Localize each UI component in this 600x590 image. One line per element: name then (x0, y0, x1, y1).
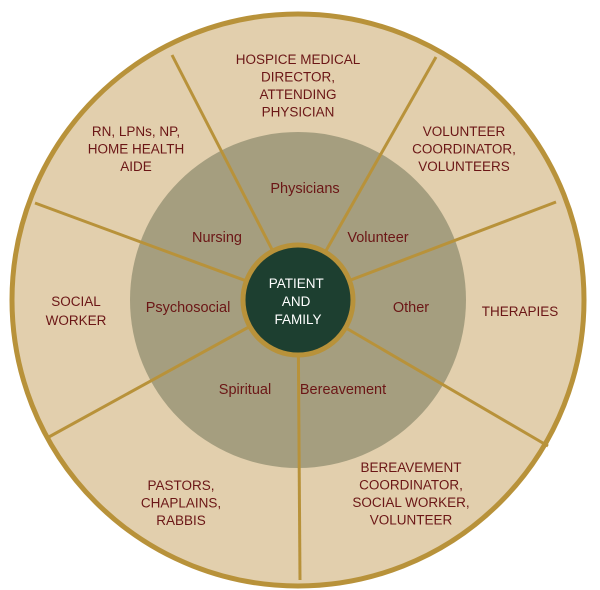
outer-segment-label-line: SOCIAL WORKER, (352, 495, 469, 510)
outer-segment-label-line: VOLUNTEERS (418, 159, 510, 174)
outer-segment-label: PASTORS, CHAPLAINS, RABBIS (141, 478, 221, 528)
outer-segment-label-line: SOCIAL (51, 294, 101, 309)
outer-segment-label-line: RN, LPNs, NP, (92, 124, 180, 139)
inner-segment-label: Nursing (192, 230, 242, 246)
outer-segment-label-line: DIRECTOR, (261, 70, 335, 85)
outer-segment-label-line: AIDE (120, 159, 152, 174)
outer-segment-label-line: VOLUNTEER (423, 124, 506, 139)
inner-segment-label: Spiritual (219, 382, 271, 398)
outer-segment-label-line: HOME HEALTH (88, 142, 185, 157)
outer-segment-label-line: BEREAVEMENT (360, 460, 461, 475)
inner-segment-label: Psychosocial (146, 300, 231, 316)
outer-segment-label: BEREAVEMENT COORDINATOR, SOCIAL WORKER, VOL… (352, 460, 469, 528)
center-label-line: AND (282, 294, 311, 309)
outer-segment-label: SOCIAL WORKER (46, 294, 107, 328)
outer-segment-label-line: RABBIS (156, 513, 206, 528)
outer-segment-label-line: WORKER (46, 313, 107, 328)
inner-segment-label: Other (393, 300, 429, 316)
inner-segment-label: Bereavement (300, 382, 386, 398)
outer-segment-label-line: PHYSICIAN (262, 105, 335, 120)
outer-segment-label-line: PASTORS, (147, 478, 214, 493)
outer-segment-label: VOLUNTEER COORDINATOR, VOLUNTEERS (412, 124, 516, 174)
inner-labels: Physicians Volunteer Other Bereavement Spiri… (146, 181, 430, 398)
inner-segment-label: Volunteer (347, 230, 408, 246)
outer-segment-label: THERAPIES (482, 304, 559, 319)
outer-segment-label-line: ATTENDING (260, 87, 337, 102)
outer-segment-label-line: HOSPICE MEDICAL (236, 52, 361, 67)
outer-segment-label-line: COORDINATOR, (359, 478, 463, 493)
outer-segment-label: HOSPICE MEDICAL DIRECTOR, ATTENDING PHYSICI… (236, 52, 361, 120)
outer-segment-label: RN, LPNs, NP, HOME HEALTH AIDE (88, 124, 185, 174)
center-circle (240, 242, 356, 358)
outer-segment-label-line: COORDINATOR, (412, 142, 516, 157)
center-label-line: PATIENT (269, 276, 324, 291)
outer-labels: HOSPICE MEDICAL DIRECTOR, ATTENDING PHYSICI… (46, 52, 559, 528)
center-label-line: FAMILY (274, 312, 321, 327)
outer-segment-label-line: CHAPLAINS, (141, 496, 221, 511)
outer-segment-label-line: VOLUNTEER (370, 513, 453, 528)
inner-segment-label: Physicians (270, 181, 339, 197)
center-label: PATIENT AND FAMILY (269, 276, 328, 327)
outer-segment-label-line: THERAPIES (482, 304, 559, 319)
